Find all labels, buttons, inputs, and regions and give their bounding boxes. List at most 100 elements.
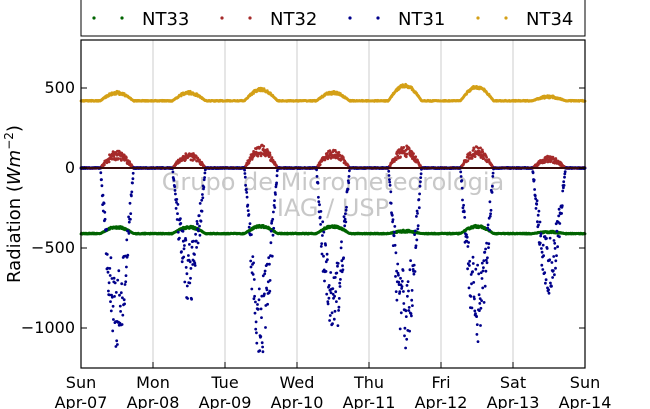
data-point-NT31 bbox=[192, 239, 195, 243]
data-point-NT31 bbox=[172, 178, 176, 182]
legend-label-NT31: NT31 bbox=[398, 9, 445, 30]
data-point-NT31 bbox=[253, 311, 257, 315]
data-point-NT31 bbox=[174, 207, 178, 210]
data-point-NT31 bbox=[486, 256, 489, 260]
data-point-NT31 bbox=[406, 280, 410, 283]
data-point-NT31 bbox=[480, 277, 484, 280]
data-point-NT31 bbox=[195, 246, 199, 249]
data-point-NT31 bbox=[127, 215, 130, 219]
data-point-NT31 bbox=[474, 312, 477, 315]
data-point-NT31 bbox=[552, 255, 556, 258]
data-point-NT31 bbox=[337, 297, 341, 300]
data-point-NT31 bbox=[328, 319, 331, 322]
data-point-NT31 bbox=[391, 218, 395, 222]
data-point-NT32 bbox=[268, 151, 272, 155]
data-point-NT31 bbox=[471, 270, 474, 274]
data-point-NT31 bbox=[404, 309, 408, 313]
data-point-NT32 bbox=[264, 154, 267, 158]
data-point-NT31 bbox=[408, 268, 412, 272]
data-point-NT32 bbox=[338, 153, 342, 157]
data-point-NT31 bbox=[183, 280, 187, 284]
data-point-NT31 bbox=[475, 333, 479, 336]
data-point-NT31 bbox=[480, 261, 484, 265]
data-point-NT31 bbox=[254, 300, 257, 304]
data-point-NT31 bbox=[330, 311, 334, 315]
data-point-NT31 bbox=[552, 239, 556, 242]
data-point-NT31 bbox=[389, 190, 393, 194]
data-point-NT31 bbox=[273, 206, 277, 209]
data-point-NT31 bbox=[403, 334, 406, 338]
data-point-NT31 bbox=[477, 272, 481, 276]
data-point-NT32 bbox=[329, 156, 333, 160]
data-point-NT31 bbox=[548, 258, 552, 262]
data-point-NT31 bbox=[557, 214, 561, 218]
legend-marker-NT34 bbox=[476, 16, 480, 20]
data-point-NT31 bbox=[122, 298, 126, 302]
data-point-NT32 bbox=[481, 150, 485, 154]
data-point-NT31 bbox=[398, 290, 402, 294]
data-point-NT31 bbox=[123, 302, 126, 306]
data-point-NT31 bbox=[120, 282, 124, 286]
data-point-NT31 bbox=[413, 270, 417, 273]
legend-marker-NT31 bbox=[376, 16, 380, 20]
data-point-NT31 bbox=[199, 219, 203, 223]
data-point-NT31 bbox=[197, 214, 201, 218]
data-point-NT31 bbox=[106, 270, 110, 274]
data-point-NT31 bbox=[250, 287, 254, 291]
data-point-NT31 bbox=[335, 271, 339, 275]
data-point-NT31 bbox=[415, 209, 419, 213]
data-point-NT31 bbox=[267, 256, 271, 260]
data-point-NT31 bbox=[117, 269, 121, 273]
data-point-NT31 bbox=[337, 309, 340, 312]
data-point-NT31 bbox=[130, 190, 134, 194]
data-point-NT32 bbox=[270, 156, 274, 159]
data-point-NT32 bbox=[404, 148, 408, 152]
data-point-NT31 bbox=[114, 345, 118, 348]
data-point-NT31 bbox=[534, 207, 538, 210]
data-point-NT31 bbox=[274, 193, 277, 196]
data-point-NT31 bbox=[118, 304, 122, 308]
data-point-NT31 bbox=[127, 220, 131, 224]
data-point-NT31 bbox=[119, 310, 122, 313]
data-point-NT31 bbox=[340, 240, 343, 244]
data-point-NT32 bbox=[337, 151, 341, 154]
data-point-NT31 bbox=[120, 323, 124, 326]
data-point-NT31 bbox=[260, 316, 263, 319]
data-point-NT31 bbox=[562, 184, 566, 187]
data-point-NT31 bbox=[487, 242, 491, 246]
data-point-NT31 bbox=[331, 322, 334, 326]
data-point-NT31 bbox=[255, 341, 259, 345]
data-point-NT31 bbox=[131, 171, 135, 175]
data-point-NT31 bbox=[112, 318, 115, 321]
data-point-NT31 bbox=[416, 212, 419, 215]
data-point-NT31 bbox=[483, 250, 487, 254]
data-point-NT31 bbox=[413, 229, 417, 233]
data-point-NT31 bbox=[419, 180, 422, 184]
data-point-NT31 bbox=[412, 272, 416, 276]
data-point-NT31 bbox=[175, 198, 179, 201]
data-point-NT31 bbox=[485, 261, 489, 265]
data-point-NT31 bbox=[320, 242, 324, 246]
data-point-NT31 bbox=[535, 202, 539, 206]
data-point-NT31 bbox=[547, 288, 550, 292]
data-point-NT31 bbox=[388, 180, 392, 184]
data-point-NT31 bbox=[326, 302, 330, 306]
data-point-NT31 bbox=[324, 260, 328, 264]
data-point-NT31 bbox=[563, 170, 567, 174]
data-point-NT31 bbox=[336, 264, 339, 268]
data-point-NT31 bbox=[333, 309, 337, 313]
data-point-NT31 bbox=[476, 340, 480, 343]
legend-marker-NT32 bbox=[220, 16, 224, 20]
data-point-NT31 bbox=[489, 208, 493, 212]
data-point-NT31 bbox=[108, 293, 111, 297]
data-point-NT31 bbox=[558, 222, 562, 225]
data-point-NT31 bbox=[269, 241, 273, 245]
series-NT34 bbox=[79, 82, 587, 103]
legend-frame bbox=[80, 0, 586, 37]
data-point-NT31 bbox=[258, 349, 262, 353]
data-point-NT31 bbox=[189, 267, 193, 270]
data-point-NT31 bbox=[261, 345, 264, 349]
data-point-NT32 bbox=[477, 146, 480, 150]
data-point-NT31 bbox=[543, 271, 547, 275]
data-point-NT31 bbox=[397, 280, 401, 284]
